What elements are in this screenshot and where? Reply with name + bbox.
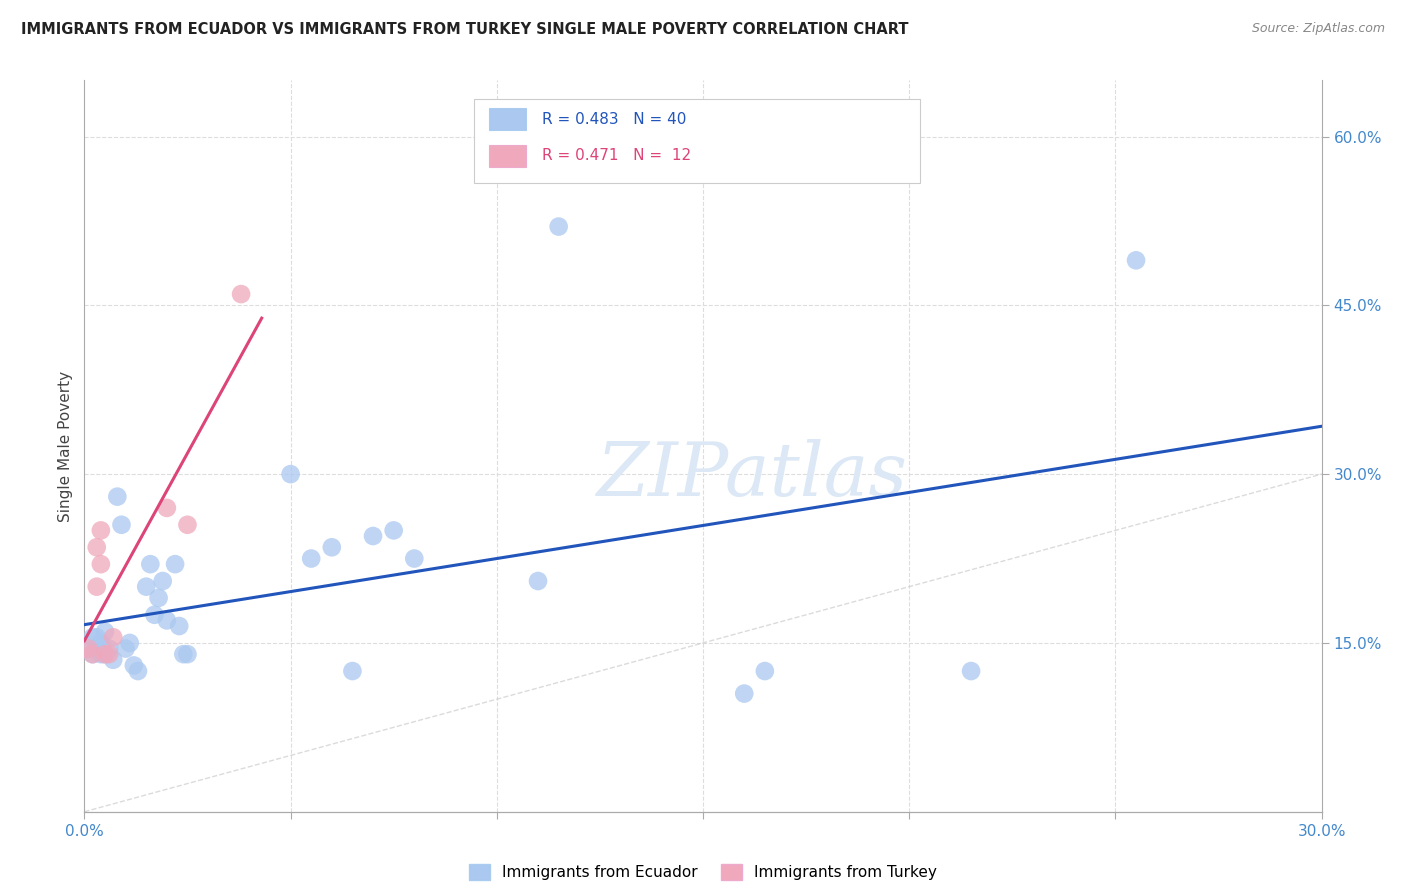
Immigrants from Ecuador (321, 541, 343, 555)
Immigrants from Turkey (176, 517, 198, 532)
Immigrants from Ecuador (156, 614, 179, 628)
Immigrants from Turkey (86, 580, 108, 594)
Immigrants from Ecuador (86, 630, 108, 644)
Immigrants from Ecuador (77, 641, 100, 656)
Immigrants from Ecuador (382, 524, 405, 538)
Immigrants from Turkey (94, 647, 117, 661)
Immigrants from Ecuador (94, 647, 117, 661)
Immigrants from Ecuador (167, 619, 190, 633)
Immigrants from Ecuador (90, 636, 112, 650)
Immigrants from Ecuador (754, 664, 776, 678)
Immigrants from Ecuador (280, 467, 302, 482)
Immigrants from Turkey (86, 541, 108, 555)
Immigrants from Ecuador (165, 557, 187, 571)
Immigrants from Ecuador (103, 653, 125, 667)
Immigrants from Ecuador (94, 624, 117, 639)
Immigrants from Ecuador (86, 641, 108, 656)
Immigrants from Ecuador (90, 647, 112, 661)
Immigrants from Ecuador (127, 664, 149, 678)
Immigrants from Ecuador (361, 529, 384, 543)
Immigrants from Ecuador (176, 647, 198, 661)
Immigrants from Turkey (156, 500, 179, 515)
Immigrants from Turkey (90, 524, 112, 538)
Immigrants from Ecuador (135, 580, 157, 594)
Text: R = 0.471   N =  12: R = 0.471 N = 12 (543, 148, 692, 163)
Text: ZIPatlas: ZIPatlas (598, 439, 908, 511)
Immigrants from Ecuador (152, 574, 174, 588)
Immigrants from Turkey (103, 630, 125, 644)
Immigrants from Ecuador (527, 574, 550, 588)
Immigrants from Ecuador (960, 664, 983, 678)
Immigrants from Ecuador (1125, 253, 1147, 268)
Immigrants from Turkey (229, 287, 252, 301)
Immigrants from Ecuador (118, 636, 141, 650)
Immigrants from Ecuador (143, 607, 166, 622)
Immigrants from Ecuador (110, 517, 132, 532)
FancyBboxPatch shape (489, 108, 526, 130)
Immigrants from Ecuador (148, 591, 170, 605)
Immigrants from Ecuador (404, 551, 426, 566)
Immigrants from Ecuador (733, 687, 755, 701)
Immigrants from Ecuador (122, 658, 145, 673)
Immigrants from Ecuador (82, 630, 104, 644)
Immigrants from Ecuador (105, 490, 128, 504)
Immigrants from Ecuador (139, 557, 162, 571)
FancyBboxPatch shape (489, 145, 526, 167)
FancyBboxPatch shape (474, 99, 920, 183)
Y-axis label: Single Male Poverty: Single Male Poverty (58, 370, 73, 522)
Immigrants from Ecuador (342, 664, 364, 678)
Immigrants from Turkey (82, 647, 104, 661)
Immigrants from Turkey (77, 641, 100, 656)
Immigrants from Ecuador (172, 647, 194, 661)
Text: IMMIGRANTS FROM ECUADOR VS IMMIGRANTS FROM TURKEY SINGLE MALE POVERTY CORRELATIO: IMMIGRANTS FROM ECUADOR VS IMMIGRANTS FR… (21, 22, 908, 37)
Immigrants from Ecuador (82, 647, 104, 661)
Text: R = 0.483   N = 40: R = 0.483 N = 40 (543, 112, 686, 127)
Text: Source: ZipAtlas.com: Source: ZipAtlas.com (1251, 22, 1385, 36)
Immigrants from Ecuador (98, 641, 121, 656)
Immigrants from Ecuador (114, 641, 136, 656)
Immigrants from Turkey (98, 647, 121, 661)
Immigrants from Ecuador (299, 551, 322, 566)
Immigrants from Turkey (90, 557, 112, 571)
Legend: Immigrants from Ecuador, Immigrants from Turkey: Immigrants from Ecuador, Immigrants from… (468, 864, 938, 880)
Immigrants from Ecuador (547, 219, 569, 234)
